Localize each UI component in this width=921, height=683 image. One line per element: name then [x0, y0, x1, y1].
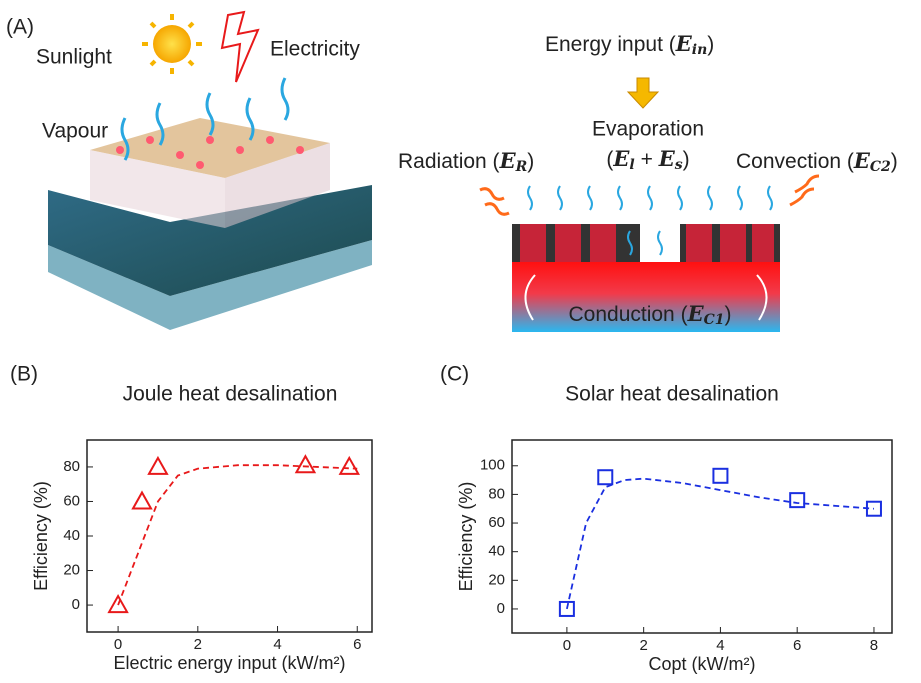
x-axis-label: Electric energy input (kW/m²)	[113, 653, 345, 673]
panel-label: (C)	[440, 363, 469, 386]
x-tick-label: 6	[353, 636, 361, 653]
x-tick-label: 8	[870, 637, 878, 654]
panel-label: (B)	[10, 363, 38, 386]
radiation-label: Radiation (ER)	[398, 148, 534, 176]
y-tick-label: 60	[488, 514, 505, 531]
fit-curve	[118, 465, 357, 605]
figure: (A) Sunlight Electricity Vapour Energy i…	[0, 0, 921, 678]
y-axis-label: Efficiency (%)	[456, 482, 476, 592]
evaporation-terms: (El + Es)	[606, 146, 689, 174]
evaporation-label: Evaporation	[592, 118, 704, 141]
x-tick-label: 4	[273, 636, 281, 653]
y-tick-label: 40	[63, 527, 80, 544]
data-point	[149, 458, 167, 474]
panel-label: (A)	[6, 16, 34, 39]
x-tick-label: 4	[716, 637, 724, 654]
convection-label: Convection (EC2)	[736, 148, 898, 176]
plot-frame	[87, 440, 372, 632]
y-tick-label: 80	[488, 485, 505, 502]
data-point	[598, 470, 612, 484]
lightning-icon	[222, 12, 258, 82]
fit-curve	[567, 479, 874, 609]
y-tick-label: 0	[497, 600, 505, 617]
x-tick-label: 0	[114, 636, 122, 653]
data-point	[790, 493, 804, 507]
y-tick-label: 0	[72, 596, 80, 613]
chart-title: Joule heat desalination	[123, 383, 338, 406]
x-tick-label: 2	[194, 636, 202, 653]
evaporator-model	[48, 78, 372, 330]
x-axis-label: Copt (kW/m²)	[649, 654, 756, 674]
chart-title: Solar heat desalination	[565, 383, 779, 406]
x-tick-label: 6	[793, 637, 801, 654]
plot-frame	[512, 440, 892, 633]
data-point	[340, 458, 358, 474]
x-tick-label: 0	[563, 637, 571, 654]
sun-icon	[142, 14, 202, 74]
y-tick-label: 40	[488, 543, 505, 560]
x-tick-label: 2	[639, 637, 647, 654]
vapour-label: Vapour	[42, 120, 108, 143]
y-tick-label: 20	[63, 562, 80, 579]
electricity-label: Electricity	[270, 38, 360, 61]
data-point	[713, 469, 727, 483]
data-point	[133, 492, 151, 508]
input-arrow	[628, 78, 658, 108]
sunlight-label: Sunlight	[36, 46, 112, 69]
y-tick-label: 60	[63, 492, 80, 509]
y-tick-label: 20	[488, 571, 505, 588]
y-tick-label: 80	[63, 458, 80, 475]
y-tick-label: 100	[480, 457, 505, 474]
energy-input-label: Energy input (Ein)	[545, 31, 714, 59]
y-axis-label: Efficiency (%)	[31, 481, 51, 591]
data-point	[296, 456, 314, 472]
